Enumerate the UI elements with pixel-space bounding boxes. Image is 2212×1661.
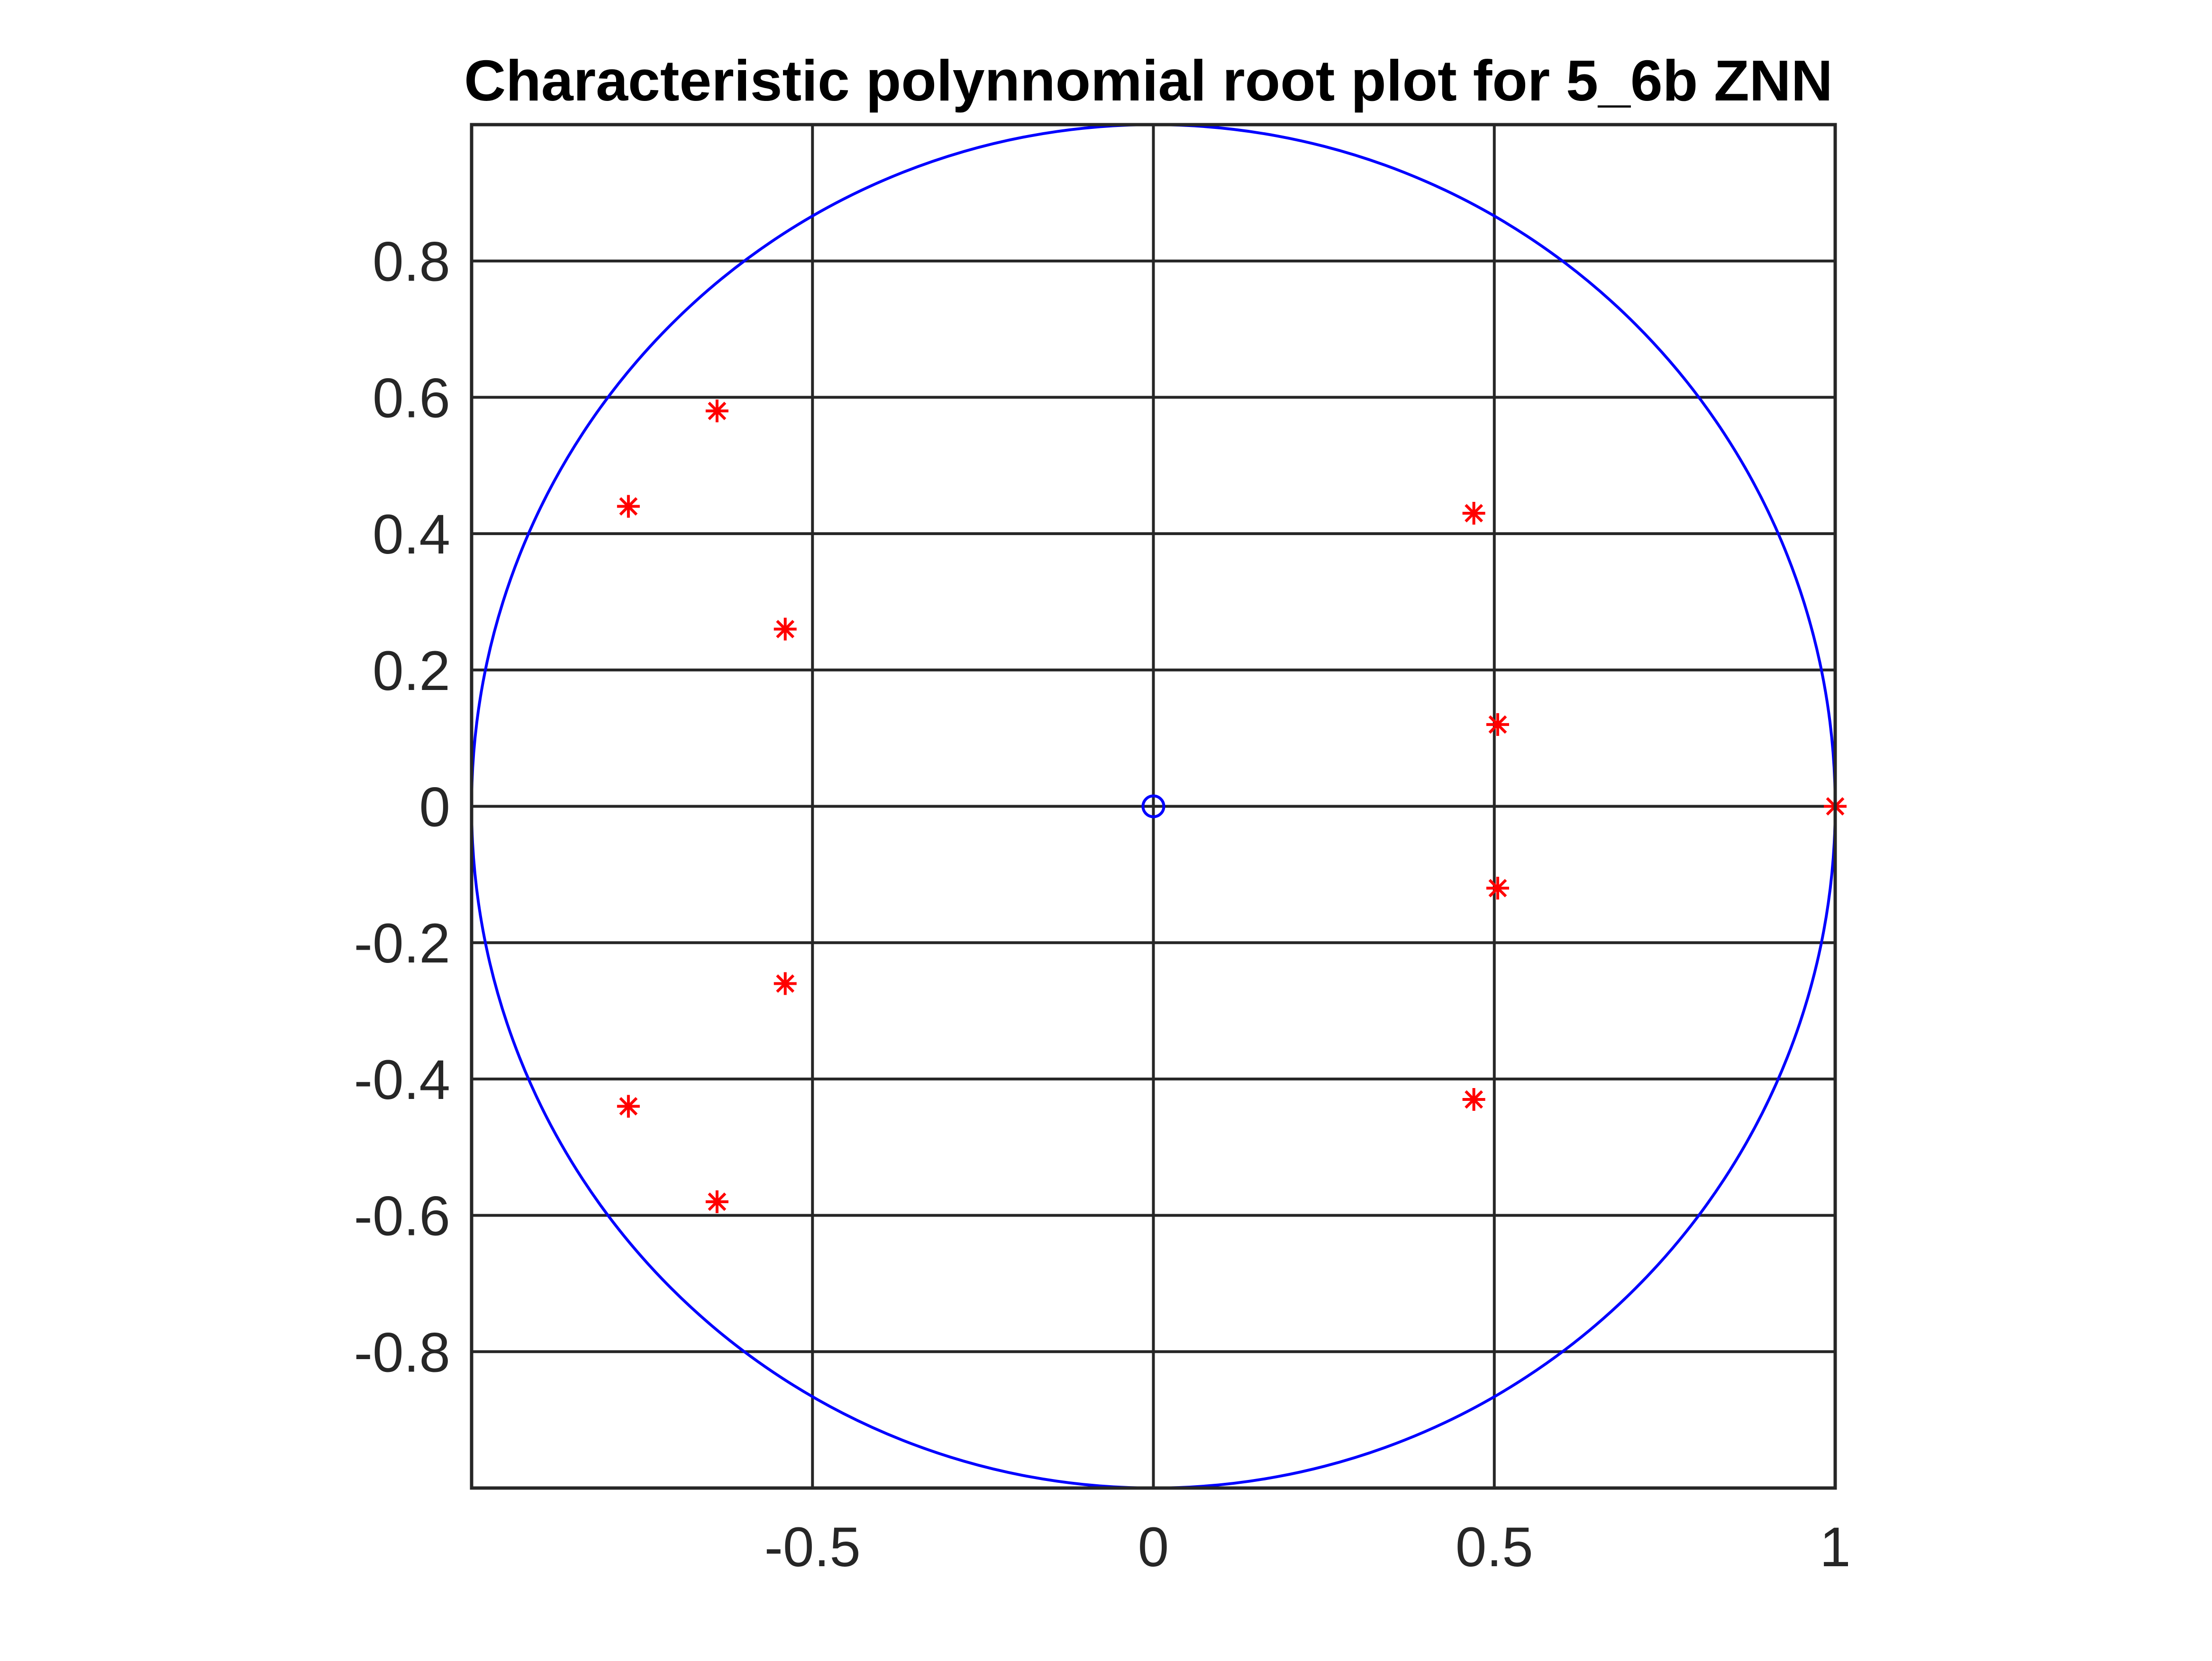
- y-tick-label: 0.2: [373, 640, 450, 702]
- root-markers: [617, 399, 1847, 1213]
- axes-box: [470, 123, 1837, 1490]
- x-tick-label: 0: [1138, 1516, 1169, 1579]
- root-marker-9: [1486, 877, 1509, 900]
- root-marker-2: [774, 617, 797, 641]
- root-marker-0: [705, 399, 728, 423]
- plot-frame: [470, 123, 1837, 1490]
- x-tick-label: -0.5: [765, 1516, 861, 1579]
- root-marker-6: [1462, 501, 1485, 525]
- x-tick-label: 1: [1820, 1516, 1851, 1579]
- y-tick-label: 0.4: [373, 503, 450, 566]
- y-tick-label: 0: [419, 776, 450, 839]
- chart-title: Characteristic polynnomial root plot for…: [464, 48, 1833, 113]
- y-tick-label: -0.8: [354, 1321, 450, 1384]
- y-tick-label: 0.8: [373, 231, 450, 293]
- root-marker-7: [1486, 713, 1509, 736]
- y-tick-labels: 0.8 0.6 0.4 0.2 0 -0.2 -0.4 -0.6 -0.8: [354, 231, 450, 1384]
- x-tick-label: 0.5: [1456, 1516, 1533, 1579]
- zero-marker: [1141, 794, 1165, 818]
- x-tick-labels: -0.5 0 0.5 1: [765, 1516, 1851, 1579]
- y-tick-label: -0.4: [354, 1049, 450, 1111]
- root-marker-10: [1462, 1088, 1485, 1111]
- root-marker-3: [774, 972, 797, 995]
- root-marker-1: [617, 495, 640, 518]
- root-marker-4: [617, 1095, 640, 1118]
- grid-lines: [472, 125, 1837, 1488]
- y-tick-label: -0.2: [354, 912, 450, 975]
- y-tick-label: 0.6: [373, 367, 450, 429]
- y-tick-label: -0.6: [354, 1185, 450, 1248]
- root-marker-5: [705, 1190, 728, 1213]
